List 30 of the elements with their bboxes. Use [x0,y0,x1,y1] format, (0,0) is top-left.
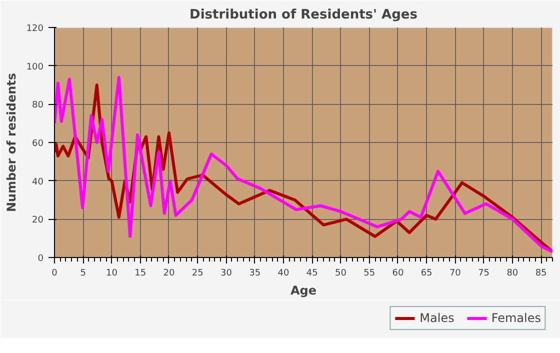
y-tick-label: 80 [32,100,44,111]
y-tick-label: 40 [32,177,44,188]
y-axis-title: Number of residents [4,72,18,212]
x-tick-label: 80 [506,268,518,278]
y-tick-label: 60 [32,139,44,149]
x-tick-label: 15 [134,268,146,278]
x-tick-label: 50 [334,268,347,278]
x-tick-label: 55 [364,268,376,278]
y-tick-label: 0 [38,254,44,264]
x-tick-label: 60 [392,268,404,278]
legend-label: Males [420,311,454,325]
x-tick-label: 20 [163,268,175,278]
x-tick-label: 30 [220,268,232,278]
y-tick-label: 120 [26,24,44,34]
x-tick-label: 70 [449,268,462,278]
legend-label: Females [491,311,541,325]
x-tick-label: 5 [80,268,86,278]
x-tick-label: 45 [306,268,318,278]
y-tick-label: 100 [26,62,44,72]
x-tick-label: 0 [52,268,58,278]
x-tick-label: 25 [192,268,204,278]
x-tick-label: 65 [420,268,432,278]
x-tick-label: 10 [106,268,118,278]
y-tick-label: 20 [32,216,44,226]
chart-title: Distribution of Residents' Ages [190,8,418,22]
x-tick-label: 40 [278,268,290,278]
x-tick-label: 75 [478,268,490,278]
x-tick-label: 35 [249,268,261,278]
x-tick-label: 85 [535,268,547,278]
x-axis-title: Age [290,284,317,298]
